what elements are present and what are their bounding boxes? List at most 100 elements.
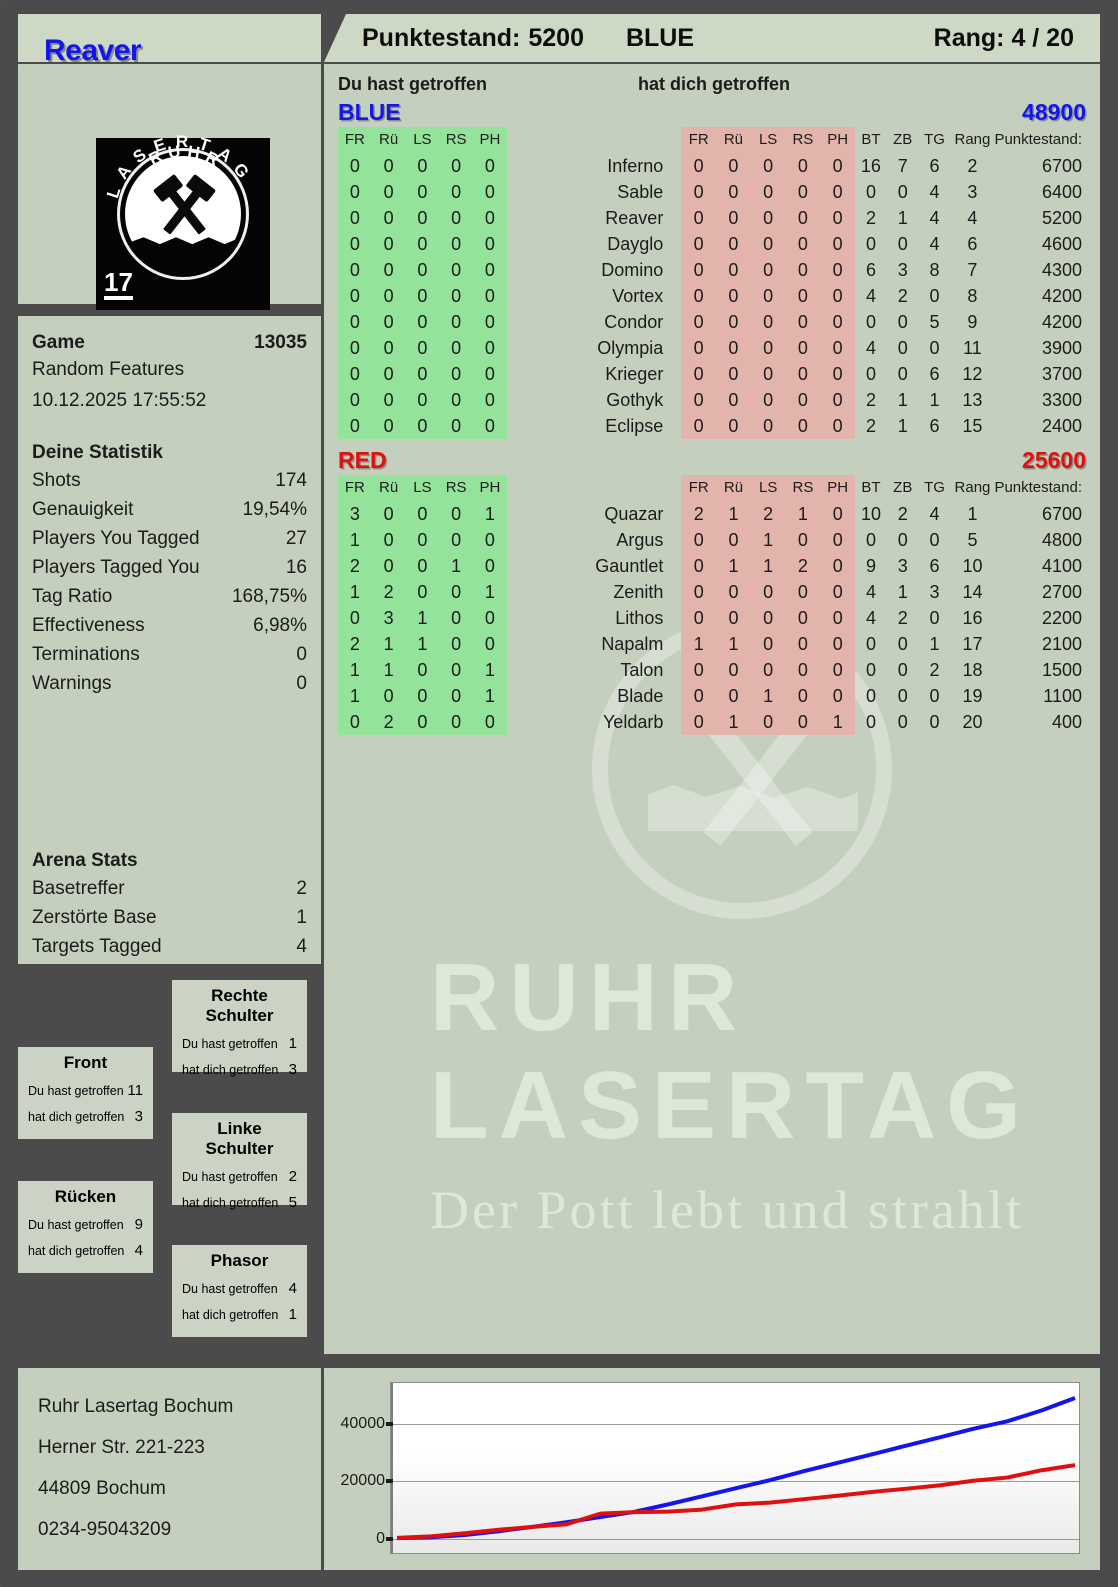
cell-player-name: Sable — [617, 182, 664, 202]
hit-box-you-row: Du hast getroffen 1 — [182, 1031, 297, 1057]
cell-you-hit: 0 — [371, 361, 406, 387]
cell-you-hit: 0 — [473, 631, 507, 657]
table-row[interactable]: 0 2 0 0 0 Yeldarb 0 1 0 0 1 0 0 0 20 400 — [338, 709, 1086, 735]
table-row[interactable]: 1 2 0 0 1 Zenith 0 0 0 0 0 4 1 3 14 2700 — [338, 579, 1086, 605]
cell-you-hit: 0 — [439, 501, 474, 527]
table-header-row: FR Rü LS RS PH FR Rü LS RS PH BT ZB TG Rang Punktestan… — [338, 127, 1086, 153]
table-row[interactable]: 2 0 0 1 0 Gauntlet 0 1 1 2 0 9 3 6 10 4100 — [338, 553, 1086, 579]
table-row[interactable]: 1 1 0 0 1 Talon 0 0 0 0 0 0 0 2 18 1500 — [338, 657, 1086, 683]
table-row[interactable]: 0 0 0 0 0 Gothyk 0 0 0 0 0 2 1 1 13 3300 — [338, 387, 1086, 413]
table-row[interactable]: 1 0 0 0 1 Blade 0 0 1 0 0 0 0 0 19 1100 — [338, 683, 1086, 709]
hit-box-them-row: hat dich getroffen 5 — [182, 1190, 297, 1216]
cell-them-hit: 0 — [716, 657, 751, 683]
cell-them-hit: 0 — [785, 231, 821, 257]
col-header-you-Rü: Rü — [371, 475, 406, 501]
col-header-them-RS: RS — [785, 127, 821, 153]
table-row[interactable]: 0 0 0 0 0 Sable 0 0 0 0 0 0 0 4 3 6400 — [338, 179, 1086, 205]
col-header-them-PH: PH — [820, 127, 856, 153]
table-row[interactable]: 3 0 0 0 1 Quazar 2 1 2 1 0 10 2 4 1 6700 — [338, 501, 1086, 527]
cell-bt: 4 — [865, 338, 876, 358]
cell-zb: 1 — [897, 208, 908, 228]
game-datetime: 10.12.2025 17:55:52 — [32, 390, 207, 411]
cell-you-hit: 0 — [371, 231, 406, 257]
cell-bt: 0 — [865, 712, 876, 732]
table-row[interactable]: 0 0 0 0 0 Vortex 0 0 0 0 0 4 2 0 8 4200 — [338, 283, 1086, 309]
cell-you-hit: 0 — [473, 179, 507, 205]
table-row[interactable]: 0 0 0 0 0 Domino 0 0 0 0 0 6 3 8 7 4300 — [338, 257, 1086, 283]
table-row[interactable]: 0 0 0 0 0 Inferno 0 0 0 0 0 16 7 6 2 6700 — [338, 153, 1086, 179]
cell-bt: 0 — [865, 182, 876, 202]
cell-rang: 2 — [967, 156, 978, 176]
cell-them-hit: 0 — [681, 579, 717, 605]
table-row[interactable]: 0 0 0 0 0 Condor 0 0 0 0 0 0 0 5 9 4200 — [338, 309, 1086, 335]
player-stat-row: Warnings 0 — [32, 669, 307, 698]
cell-them-hit: 0 — [716, 335, 751, 361]
cell-them-hit: 0 — [750, 231, 786, 257]
cell-you-hit: 1 — [439, 553, 474, 579]
cell-you-hit: 0 — [338, 335, 372, 361]
cell-you-hit: 2 — [371, 709, 406, 735]
cell-player-name: Condor — [604, 312, 664, 332]
player-stat-label: Genauigkeit — [32, 499, 134, 520]
cell-player-name: Dayglo — [607, 234, 664, 254]
cell-you-hit: 0 — [439, 179, 474, 205]
scoreboard-content: Du hast getroffen hat dich getroffen BLU… — [324, 64, 1100, 741]
table-row[interactable]: 0 3 1 0 0 Lithos 0 0 0 0 0 4 2 0 16 2200 — [338, 605, 1086, 631]
cell-them-hit: 0 — [785, 205, 821, 231]
cell-you-hit: 0 — [371, 283, 406, 309]
spacer — [32, 416, 307, 442]
col-header-score: Punktestand: — [994, 131, 1082, 148]
col-header-them-LS: LS — [750, 475, 786, 501]
cell-player-name: Gothyk — [606, 390, 664, 410]
col-header-you-RS: RS — [439, 127, 474, 153]
cell-tg: 1 — [929, 634, 940, 654]
chart-gridline — [391, 1423, 1079, 1425]
cell-them-hit: 0 — [681, 231, 717, 257]
scoreboard-group-headers: Du hast getroffen hat dich getroffen — [338, 74, 1086, 95]
cell-you-hit: 0 — [405, 553, 440, 579]
cell-them-hit: 0 — [785, 413, 821, 439]
table-row[interactable]: 0 0 0 0 0 Olympia 0 0 0 0 0 4 0 0 11 3900 — [338, 335, 1086, 361]
score-progress-chart: 0 20000 40000 — [324, 1368, 1100, 1570]
table-row[interactable]: 0 0 0 0 0 Eclipse 0 0 0 0 0 2 1 6 15 2400 — [338, 413, 1086, 439]
watermark-text: RUHR LASERTAG — [430, 944, 1100, 1160]
cell-you-hit: 0 — [338, 283, 372, 309]
cell-you-hit: 0 — [371, 413, 406, 439]
cell-zb: 0 — [897, 686, 908, 706]
header-player-panel: Reaver — [18, 14, 321, 67]
cell-them-hit: 0 — [785, 527, 821, 553]
cell-them-hit: 0 — [750, 153, 786, 179]
col-header-Rang: Rang — [954, 479, 991, 496]
cell-you-hit: 0 — [405, 709, 440, 735]
cell-them-hit: 0 — [820, 153, 856, 179]
cell-score: 1100 — [1043, 686, 1082, 706]
hit-box-you-label: Du hast getroffen — [28, 1084, 124, 1098]
col-header-ZB: ZB — [893, 131, 913, 148]
player-stat-row: Genauigkeit 19,54% — [32, 495, 307, 524]
table-row[interactable]: 2 1 1 0 0 Napalm 1 1 0 0 0 0 0 1 17 2100 — [338, 631, 1086, 657]
cell-player-name: Blade — [617, 686, 664, 706]
spacer — [338, 735, 1086, 741]
cell-you-hit: 0 — [338, 179, 372, 205]
cell-them-hit: 0 — [716, 309, 751, 335]
cell-you-hit: 0 — [405, 153, 440, 179]
cell-player-name: Eclipse — [605, 416, 664, 436]
hit-box-you-row: Du hast getroffen 9 — [28, 1212, 143, 1238]
table-row[interactable]: 0 0 0 0 0 Dayglo 0 0 0 0 0 0 0 4 6 4600 — [338, 231, 1086, 257]
hit-box-them-row: hat dich getroffen 4 — [28, 1238, 143, 1264]
cell-zb: 0 — [897, 530, 908, 550]
table-row[interactable]: 0 0 0 0 0 Krieger 0 0 0 0 0 0 0 6 12 3700 — [338, 361, 1086, 387]
hit-box-you-row: Du hast getroffen 4 — [182, 1276, 297, 1302]
col-header-you-PH: PH — [473, 475, 507, 501]
hit-box-you-value: 2 — [288, 1168, 297, 1185]
arena-stat-row: Zerstörte Base 1 — [32, 903, 307, 932]
cell-you-hit: 0 — [473, 527, 507, 553]
table-row[interactable]: 1 0 0 0 0 Argus 0 0 1 0 0 0 0 0 5 4800 — [338, 527, 1086, 553]
cell-you-hit: 0 — [338, 309, 372, 335]
cell-them-hit: 0 — [820, 527, 856, 553]
hit-box-title: Rechte Schulter — [205, 986, 274, 1025]
cell-them-hit: 0 — [785, 257, 821, 283]
cell-them-hit: 0 — [820, 605, 856, 631]
cell-you-hit: 2 — [338, 553, 372, 579]
table-row[interactable]: 0 0 0 0 0 Reaver 0 0 0 0 0 2 1 4 4 5200 — [338, 205, 1086, 231]
